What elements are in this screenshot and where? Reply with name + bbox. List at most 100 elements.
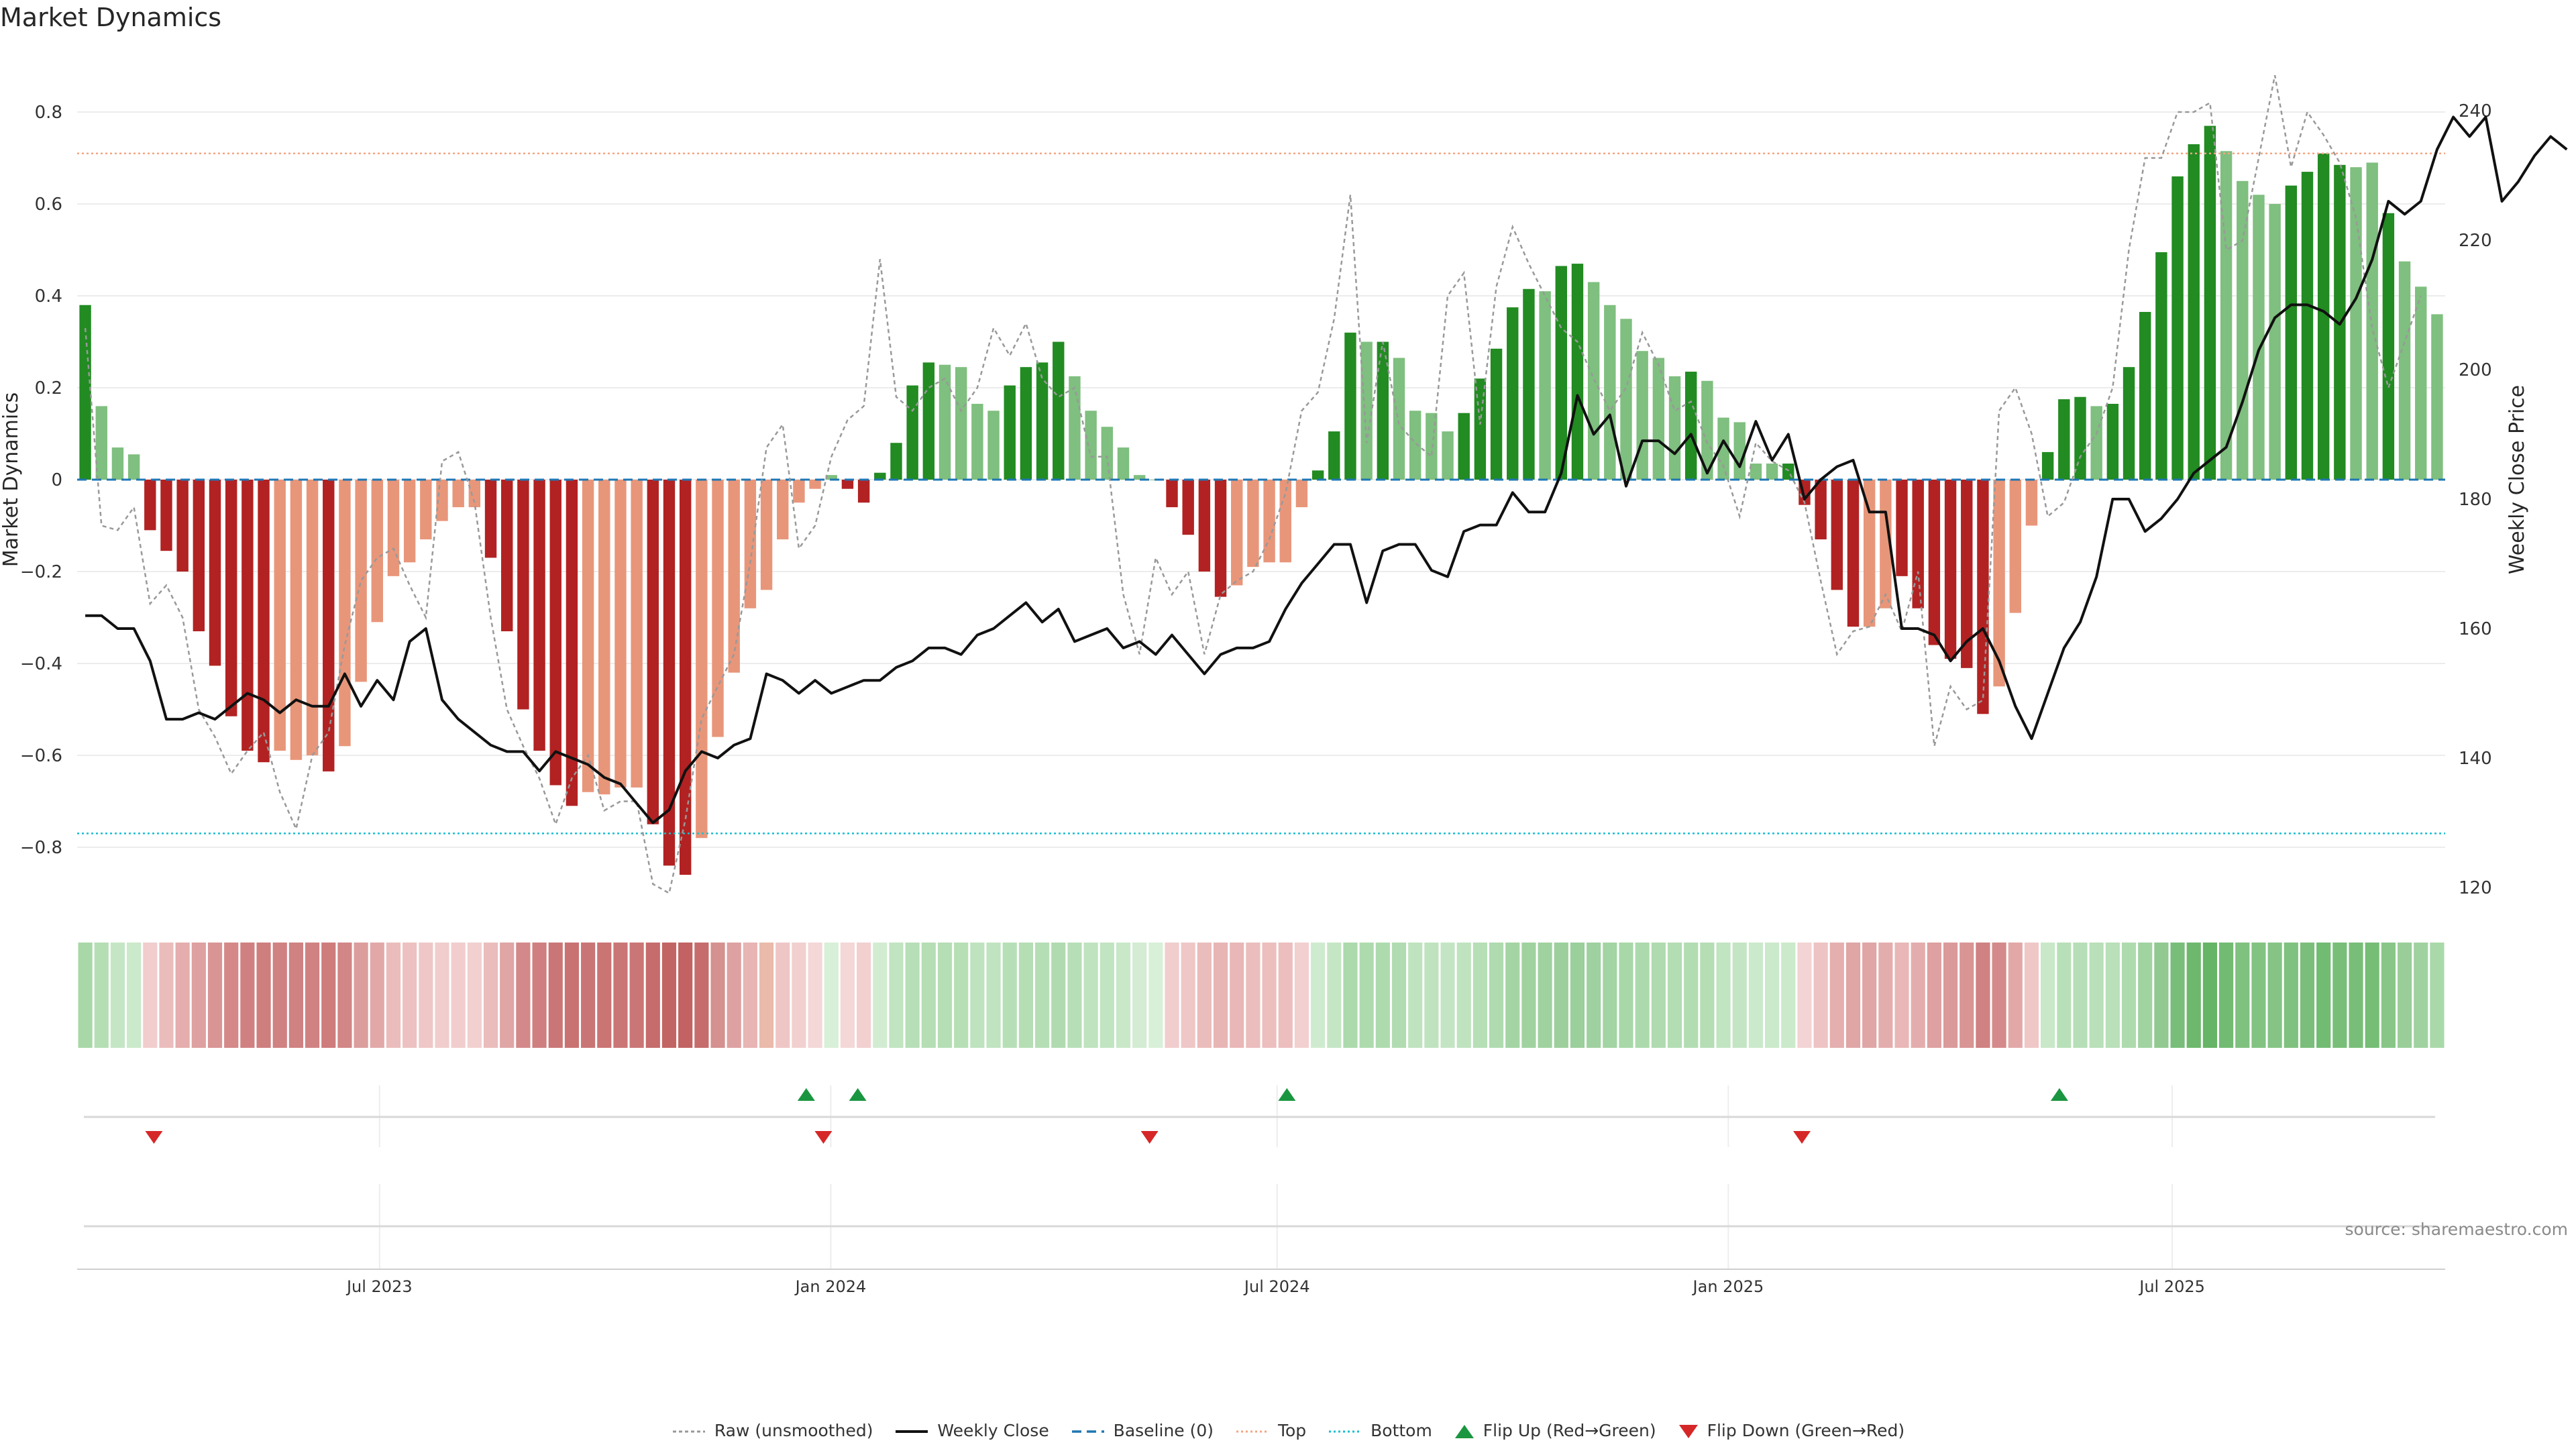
- x-tick-label: Jul 2023: [345, 1277, 413, 1296]
- bar: [1295, 480, 1308, 508]
- bar: [2366, 162, 2378, 480]
- bar: [728, 480, 740, 673]
- heat-cell: [759, 943, 774, 1048]
- y-tick-label-right: 200: [2459, 360, 2492, 380]
- heat-cell: [467, 943, 482, 1048]
- heat-cell: [2186, 943, 2201, 1048]
- bar: [176, 480, 189, 572]
- heat-cell: [1067, 943, 1082, 1048]
- bar: [906, 385, 918, 480]
- heat-cell: [564, 943, 580, 1048]
- bar: [2237, 180, 2249, 480]
- heat-cell: [1181, 943, 1195, 1048]
- heat-cell: [1829, 943, 1844, 1048]
- bar: [1896, 480, 1908, 576]
- heat-cell: [207, 943, 223, 1048]
- bar: [971, 403, 983, 480]
- flip-panel: [84, 1085, 2435, 1147]
- y-tick-label-left: 0.8: [35, 103, 62, 123]
- bar: [1863, 480, 1876, 627]
- heat-cell: [678, 943, 693, 1048]
- bar: [1133, 475, 1146, 480]
- bar: [1311, 470, 1324, 480]
- bar: [1214, 480, 1227, 597]
- heat-cell: [1603, 943, 1617, 1048]
- bar: [2171, 176, 2184, 480]
- legend-item-bottom[interactable]: Bottom: [1328, 1421, 1432, 1440]
- heat-cell: [2121, 943, 2137, 1048]
- heat-cell: [2316, 943, 2331, 1048]
- legend-item-flip-up[interactable]: Flip Up (Red→Green): [1454, 1421, 1656, 1440]
- bar: [1458, 413, 1470, 480]
- bar: [2350, 167, 2362, 480]
- bar: [355, 480, 367, 682]
- bar: [987, 411, 1000, 480]
- bar: [274, 480, 286, 751]
- bar: [241, 480, 254, 751]
- heat-cell: [1813, 943, 1828, 1048]
- bar: [1020, 367, 1032, 480]
- heat-cell: [516, 943, 531, 1048]
- heat-cell: [159, 943, 174, 1048]
- legend-label-bottom: Bottom: [1371, 1421, 1432, 1440]
- heat-cell: [2089, 943, 2104, 1048]
- heat-cell: [937, 943, 953, 1048]
- y-tick-label-left: 0.2: [35, 378, 62, 398]
- heat-cell: [1619, 943, 1633, 1048]
- bar: [2301, 172, 2314, 480]
- heat-cell: [321, 943, 336, 1048]
- heat-cell: [1781, 943, 1796, 1048]
- bar: [1166, 480, 1178, 508]
- bar: [582, 480, 594, 792]
- heat-cell: [354, 943, 368, 1048]
- heat-cell: [2235, 943, 2250, 1048]
- bar: [1004, 385, 1016, 480]
- heat-cell: [1278, 943, 1293, 1048]
- bar: [857, 480, 870, 503]
- bar: [841, 480, 854, 489]
- heat-cell: [256, 943, 271, 1048]
- heat-cell: [1992, 943, 2006, 1048]
- bar: [144, 480, 156, 531]
- heat-cell: [2154, 943, 2169, 1048]
- bar: [1944, 480, 1957, 659]
- bar: [1847, 480, 1860, 627]
- bar: [1636, 351, 1648, 480]
- heat-cell: [1456, 943, 1471, 1048]
- heat-cell: [1083, 943, 1098, 1048]
- bar: [533, 480, 545, 751]
- legend-label-raw: Raw (unsmoothed): [714, 1421, 873, 1440]
- heat-cell: [1976, 943, 1990, 1048]
- legend-swatch-baseline: [1071, 1430, 1104, 1433]
- x-tick-label: Jan 2025: [1692, 1277, 1764, 1296]
- flip-up-marker: [2050, 1088, 2068, 1101]
- legend-item-flip-down[interactable]: Flip Down (Green→Red): [1678, 1421, 1904, 1440]
- legend-item-baseline[interactable]: Baseline (0): [1071, 1421, 1214, 1440]
- bar: [1393, 358, 1405, 480]
- chart-title: Market Dynamics: [0, 3, 222, 32]
- legend-swatch-raw: [672, 1430, 705, 1433]
- bar: [1377, 341, 1389, 480]
- y-tick-label-left: −0.8: [20, 838, 62, 858]
- heat-cell: [2057, 943, 2072, 1048]
- bar: [79, 305, 91, 480]
- y-tick-label-right: 120: [2459, 878, 2492, 898]
- flip-up-marker: [1278, 1088, 1296, 1101]
- heat-cell: [775, 943, 790, 1048]
- bar: [1977, 480, 1989, 714]
- bar: [1993, 480, 2005, 687]
- heat-cell: [110, 943, 125, 1048]
- heat-cell: [2332, 943, 2347, 1048]
- bar: [1279, 480, 1291, 563]
- bar: [696, 480, 708, 839]
- legend-item-top[interactable]: Top: [1235, 1421, 1306, 1440]
- heat-cell: [613, 943, 628, 1048]
- y-tick-label-left: 0.4: [35, 286, 62, 307]
- legend-item-raw[interactable]: Raw (unsmoothed): [672, 1421, 873, 1440]
- legend-item-close[interactable]: Weekly Close: [894, 1421, 1049, 1440]
- bar: [809, 480, 821, 489]
- heat-cell: [824, 943, 839, 1048]
- bar: [2382, 213, 2395, 480]
- heat-cell: [2414, 943, 2428, 1048]
